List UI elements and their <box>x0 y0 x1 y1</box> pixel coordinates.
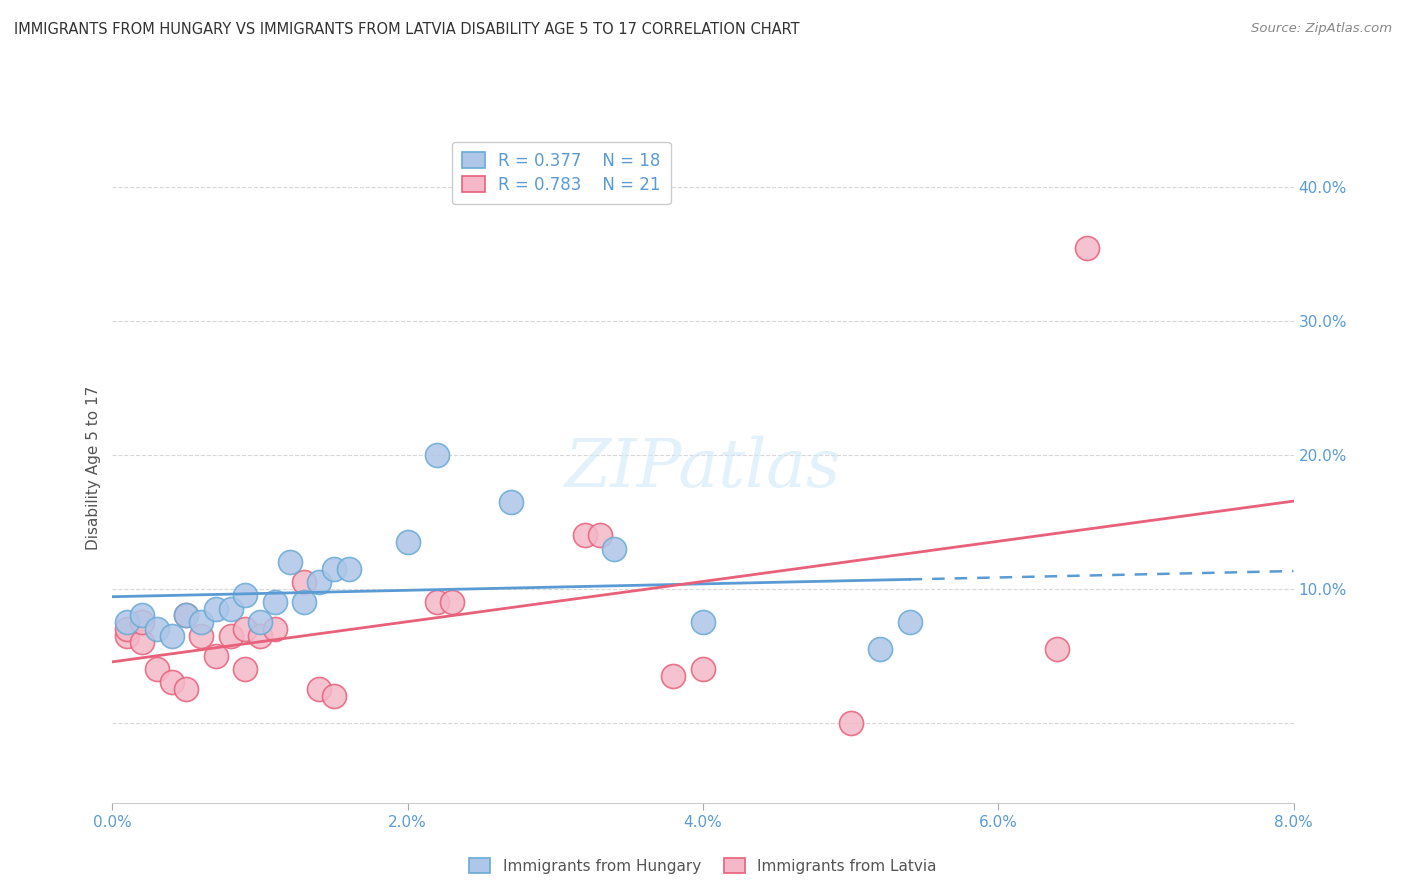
Point <box>146 622 169 636</box>
Point <box>692 662 714 676</box>
Point <box>869 642 891 657</box>
Point <box>308 681 330 696</box>
Point <box>233 622 256 636</box>
Point <box>337 562 360 576</box>
Point <box>1046 642 1069 657</box>
Point <box>174 608 197 623</box>
Point <box>292 575 315 590</box>
Point <box>574 528 596 542</box>
Text: ZIPatlas: ZIPatlas <box>565 435 841 501</box>
Point <box>190 615 212 630</box>
Point <box>174 681 197 696</box>
Point <box>160 675 183 690</box>
Point <box>323 689 346 703</box>
Text: IMMIGRANTS FROM HUNGARY VS IMMIGRANTS FROM LATVIA DISABILITY AGE 5 TO 17 CORRELA: IMMIGRANTS FROM HUNGARY VS IMMIGRANTS FR… <box>14 22 800 37</box>
Point <box>692 615 714 630</box>
Point <box>603 541 626 556</box>
Point <box>264 622 287 636</box>
Point <box>264 595 287 609</box>
Point <box>323 562 346 576</box>
Point <box>308 575 330 590</box>
Point <box>146 662 169 676</box>
Point <box>292 595 315 609</box>
Point <box>205 602 228 616</box>
Point <box>396 535 419 549</box>
Point <box>174 608 197 623</box>
Point <box>117 615 138 630</box>
Point <box>426 595 449 609</box>
Point <box>501 494 523 508</box>
Point <box>131 608 153 623</box>
Point <box>898 615 921 630</box>
Point <box>278 555 301 569</box>
Point <box>205 648 228 663</box>
Y-axis label: Disability Age 5 to 17: Disability Age 5 to 17 <box>86 386 101 550</box>
Point <box>588 528 610 542</box>
Point <box>219 602 242 616</box>
Legend: Immigrants from Hungary, Immigrants from Latvia: Immigrants from Hungary, Immigrants from… <box>463 852 943 880</box>
Point <box>160 628 183 642</box>
Point <box>839 715 862 730</box>
Point <box>190 628 212 642</box>
Point <box>219 628 242 642</box>
Text: Source: ZipAtlas.com: Source: ZipAtlas.com <box>1251 22 1392 36</box>
Point <box>249 628 271 642</box>
Point <box>117 628 138 642</box>
Point <box>441 595 464 609</box>
Point <box>131 635 153 649</box>
Point <box>233 662 256 676</box>
Point <box>1076 241 1098 255</box>
Point <box>426 448 449 462</box>
Point <box>131 615 153 630</box>
Point <box>233 589 256 603</box>
Legend: R = 0.377    N = 18, R = 0.783    N = 21: R = 0.377 N = 18, R = 0.783 N = 21 <box>451 142 671 204</box>
Point <box>249 615 271 630</box>
Point <box>662 669 685 683</box>
Point <box>117 622 138 636</box>
